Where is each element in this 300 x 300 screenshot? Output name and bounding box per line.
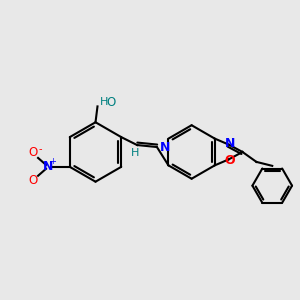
Text: +: + (50, 158, 56, 166)
Text: N: N (43, 160, 53, 173)
Text: -: - (38, 144, 42, 154)
Text: H: H (131, 148, 139, 158)
Text: O: O (28, 174, 38, 187)
Text: O: O (106, 96, 116, 109)
Text: O: O (28, 146, 38, 160)
Text: H: H (100, 98, 108, 107)
Text: N: N (224, 137, 235, 150)
Text: O: O (224, 154, 235, 167)
Text: N: N (160, 140, 170, 154)
